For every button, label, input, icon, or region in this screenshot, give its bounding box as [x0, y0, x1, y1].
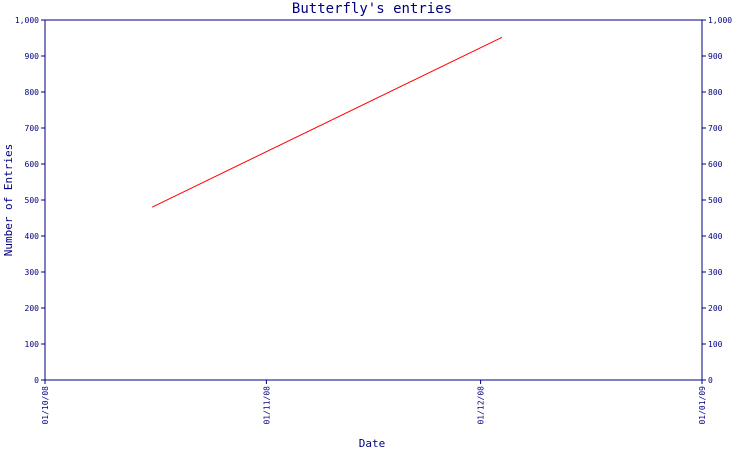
y-tick-label-right: 800: [708, 88, 723, 97]
x-axis-label: Date: [359, 437, 386, 450]
y-tick-label: 500: [25, 196, 40, 205]
y-tick-label-right: 700: [708, 124, 723, 133]
y-tick-label: 600: [25, 160, 40, 169]
y-tick-label-right: 300: [708, 268, 723, 277]
series-group: [151, 36, 503, 208]
y-tick-label: 400: [25, 232, 40, 241]
y-tick-label-right: 900: [708, 52, 723, 61]
x-tick-label: 01/11/08: [262, 386, 271, 425]
y-tick-label: 800: [25, 88, 40, 97]
y-tick-label-right: 0: [708, 376, 713, 385]
y-tick-label-right: 500: [708, 196, 723, 205]
plot-area: [44, 19, 703, 381]
y-tick-label: 700: [25, 124, 40, 133]
y-tick-label: 100: [25, 340, 40, 349]
y-tick-label-right: 100: [708, 340, 723, 349]
y-axis-right: 0 100 200 300 400 500 600 700 800 900 1,000: [702, 16, 732, 385]
y-tick-label: 0: [34, 376, 39, 385]
y-tick-label-right: 1,000: [708, 16, 732, 25]
x-axis: 01/10/08 01/11/08 01/12/08 01/01/09: [41, 380, 707, 425]
series-line: [151, 36, 503, 208]
chart-title: Butterfly's entries: [292, 1, 452, 17]
y-tick-label-right: 600: [708, 160, 723, 169]
y-tick-label-right: 200: [708, 304, 723, 313]
y-tick-label: 200: [25, 304, 40, 313]
x-tick-label: 01/10/08: [41, 386, 50, 425]
y-axis-left: 0 100 200 300 400 500 600 700 800 900 1,000: [15, 16, 45, 385]
y-tick-label: 900: [25, 52, 40, 61]
y-tick-label: 1,000: [15, 16, 39, 25]
x-tick-label: 01/01/09: [698, 386, 707, 425]
y-tick-label-right: 400: [708, 232, 723, 241]
y-axis-label: Number of Entries: [2, 144, 15, 257]
x-tick-label: 01/12/08: [477, 386, 486, 425]
y-tick-label: 300: [25, 268, 40, 277]
